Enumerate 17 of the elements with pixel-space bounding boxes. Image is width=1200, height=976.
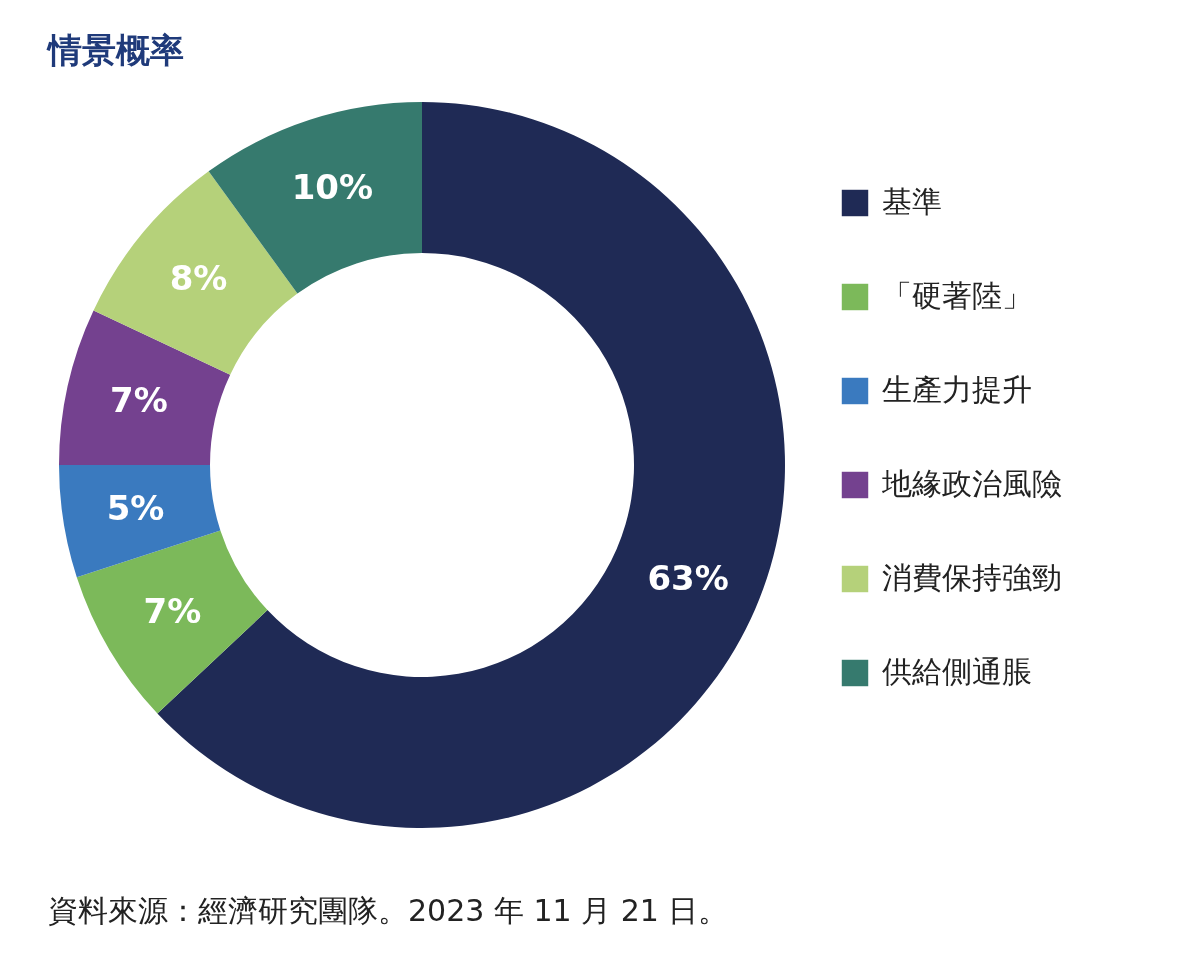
donut-slice: [59, 465, 221, 578]
data-label: 7%: [143, 590, 202, 631]
data-label: 8%: [169, 258, 228, 299]
data-label: 7%: [110, 379, 168, 420]
donut-slice: [76, 530, 268, 714]
source-note: 資料來源：經濟研究團隊。2023 年 11 月 21 日。: [48, 893, 729, 928]
donut-slice: [59, 310, 231, 465]
data-label: 63%: [647, 558, 729, 599]
legend-label: 供給側通脹: [882, 654, 1032, 689]
legend-label: 消費保持強勁: [882, 560, 1062, 595]
chart-title: 情景概率: [46, 30, 184, 70]
data-label: 5%: [106, 488, 165, 529]
legend-label: 「硬著陸」: [882, 278, 1032, 313]
legend-label: 地緣政治風險: [881, 466, 1062, 501]
legend-label: 基準: [882, 184, 942, 219]
legend-label: 生產力提升: [882, 372, 1032, 407]
data-label: 10%: [291, 167, 374, 208]
